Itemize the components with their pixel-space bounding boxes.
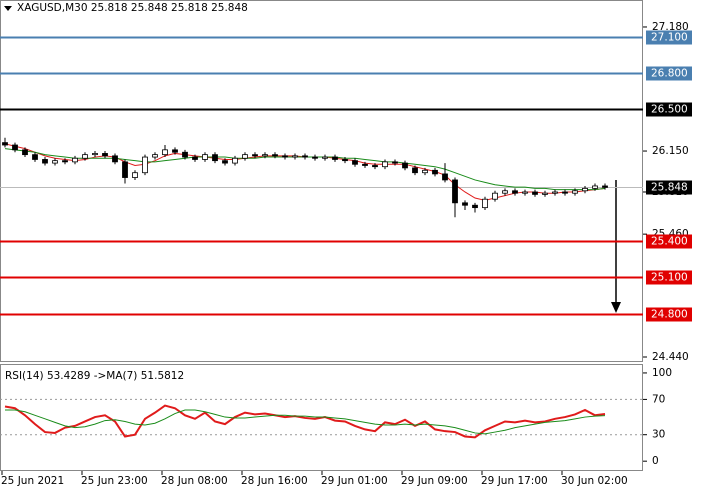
candle-body bbox=[92, 153, 98, 156]
y-tick-label: 24.440 bbox=[652, 351, 689, 363]
chart-title: XAGUSD,M30 25.818 25.848 25.818 25.848 bbox=[17, 2, 248, 14]
candle-body bbox=[312, 156, 318, 159]
y-tick-label: 70 bbox=[652, 393, 665, 405]
level-label: 24.800 bbox=[651, 309, 688, 321]
x-tick-label: 28 Jun 16:00 bbox=[241, 475, 308, 487]
y-tick-label: 30 bbox=[652, 429, 665, 441]
candle-body bbox=[452, 179, 458, 204]
candle-body bbox=[382, 161, 388, 168]
candle-body bbox=[532, 191, 538, 195]
candle-body bbox=[482, 198, 488, 209]
candle-body bbox=[322, 156, 328, 159]
candle-body bbox=[542, 192, 548, 195]
candle-body bbox=[232, 157, 238, 164]
candle-body bbox=[492, 192, 498, 200]
candle-body bbox=[132, 172, 138, 178]
candle-body bbox=[522, 191, 528, 194]
x-tick-label: 25 Jun 23:00 bbox=[81, 475, 148, 487]
candle-body bbox=[62, 160, 68, 163]
rsi-title: RSI(14) 53.4289 ->MA(7) 51.5812 bbox=[5, 370, 184, 382]
candle-body bbox=[552, 191, 558, 194]
level-label-box bbox=[646, 102, 692, 117]
y-tick-label: 26.150 bbox=[652, 145, 689, 157]
candle-body bbox=[282, 155, 288, 158]
candle-body bbox=[432, 169, 438, 175]
candle-body bbox=[192, 156, 198, 160]
candle-body bbox=[142, 156, 148, 174]
candle-body bbox=[32, 154, 38, 160]
level-label: 25.848 bbox=[651, 182, 688, 194]
level-label: 25.400 bbox=[651, 236, 688, 248]
candle-body bbox=[342, 159, 348, 162]
candle-body bbox=[52, 160, 58, 164]
candle-body bbox=[162, 149, 168, 156]
rsi-line bbox=[5, 409, 606, 435]
candle-body bbox=[2, 142, 8, 146]
candle-body bbox=[562, 191, 568, 194]
price-panel bbox=[0, 0, 643, 362]
candle-body bbox=[512, 190, 518, 194]
candle-body bbox=[172, 149, 178, 153]
level-label: 26.800 bbox=[651, 68, 688, 80]
candle-body bbox=[112, 155, 118, 163]
candle-body bbox=[72, 157, 78, 163]
y-tick-label: 100 bbox=[652, 367, 672, 379]
level-label: 25.100 bbox=[651, 272, 688, 284]
x-tick-label: 25 Jun 2021 bbox=[1, 475, 64, 487]
candle-body bbox=[182, 151, 188, 158]
rsi-line bbox=[4, 404, 606, 439]
level-label-box bbox=[646, 270, 692, 285]
candle-body bbox=[262, 154, 268, 157]
candle-body bbox=[422, 169, 428, 174]
menu-triangle bbox=[4, 6, 12, 11]
candle-body bbox=[22, 149, 28, 156]
level-label-box bbox=[646, 66, 692, 81]
candle-body bbox=[472, 204, 478, 209]
level-label-box bbox=[646, 307, 692, 322]
candle-body bbox=[102, 153, 108, 157]
candle-body bbox=[302, 155, 308, 158]
candle-body bbox=[392, 161, 398, 164]
candle-body bbox=[402, 162, 408, 169]
arrow-head bbox=[611, 302, 621, 313]
candle-body bbox=[372, 165, 378, 168]
candle-body bbox=[82, 154, 88, 159]
level-label-box bbox=[646, 30, 692, 45]
level-label: 26.500 bbox=[651, 104, 688, 116]
x-tick-label: 29 Jun 17:00 bbox=[481, 475, 548, 487]
candle-body bbox=[252, 154, 258, 157]
candle-body bbox=[292, 155, 298, 158]
candle-body bbox=[42, 159, 48, 164]
candle-body bbox=[122, 161, 128, 178]
candle-body bbox=[242, 154, 248, 159]
candle-body bbox=[12, 144, 18, 151]
candle-body bbox=[592, 185, 598, 189]
candle-body bbox=[272, 154, 278, 157]
level-label: 27.100 bbox=[651, 32, 688, 44]
candle-body bbox=[212, 154, 218, 162]
candle-body bbox=[412, 167, 418, 174]
level-label-box bbox=[646, 180, 692, 195]
candle-body bbox=[602, 185, 608, 188]
candle-body bbox=[582, 187, 588, 192]
candle-body bbox=[442, 173, 448, 181]
candle-body bbox=[352, 160, 358, 165]
x-tick-label: 30 Jun 02:00 bbox=[561, 475, 628, 487]
candle-body bbox=[362, 163, 368, 166]
level-label-box bbox=[646, 234, 692, 249]
candle-body bbox=[222, 160, 228, 164]
y-tick-label: 27.180 bbox=[652, 21, 689, 33]
candle-body bbox=[462, 202, 468, 206]
candle-body bbox=[332, 156, 338, 160]
x-tick-label: 28 Jun 08:00 bbox=[161, 475, 228, 487]
candle-body bbox=[572, 190, 578, 194]
candle-body bbox=[502, 190, 508, 194]
x-tick-label: 29 Jun 09:00 bbox=[401, 475, 468, 487]
y-tick-label: 0 bbox=[652, 455, 659, 467]
candle-body bbox=[152, 154, 158, 158]
candle-body bbox=[202, 154, 208, 160]
x-tick-label: 29 Jun 01:00 bbox=[321, 475, 388, 487]
